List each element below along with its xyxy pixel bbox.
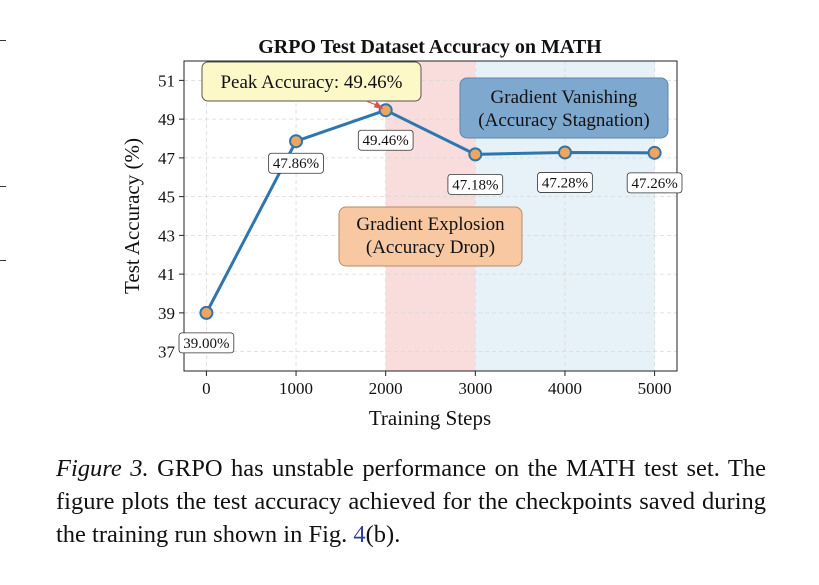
data-value-label-text: 47.28%	[542, 175, 588, 191]
caption-label: Figure 3.	[56, 455, 149, 482]
data-value-label-text: 47.18%	[452, 177, 498, 193]
x-tick-label: 1000	[279, 379, 313, 398]
y-axis-label: Test Accuracy (%)	[120, 138, 144, 294]
gradient-vanishing-box	[459, 77, 669, 139]
gradient-explosion-annotation: Gradient Explosion(Accuracy Drop)	[338, 206, 523, 267]
data-value-label-box	[537, 172, 593, 193]
data-value-label: 47.18%	[447, 173, 504, 195]
data-value-label: 47.26%	[626, 172, 683, 194]
data-point-marker	[378, 103, 393, 118]
chart-title: GRPO Test Dataset Accuracy on MATH	[258, 36, 602, 58]
x-tick-label: 4000	[548, 379, 582, 398]
gradient-explosion-text: Gradient Explosion	[356, 214, 505, 235]
figure-reference-link[interactable]: 4	[353, 521, 366, 548]
y-tick-label: 37	[158, 343, 176, 362]
x-axis-label: Training Steps	[369, 406, 491, 430]
data-value-label: 39.00%	[178, 332, 235, 354]
y-tick-label: 41	[158, 265, 175, 284]
data-point-marker	[557, 145, 572, 160]
peak-annotation-arrowhead	[373, 101, 384, 110]
margin-mark	[0, 260, 6, 261]
data-value-label-box	[268, 152, 324, 174]
y-tick-label: 39	[158, 304, 175, 323]
gradient-vanishing-annotation: Gradient Vanishing(Accuracy Stagnation)	[459, 77, 669, 139]
data-value-label-box	[447, 173, 504, 195]
data-value-label-box	[626, 172, 683, 194]
y-tick-label: 47	[158, 149, 176, 168]
data-value-label: 49.46%	[357, 129, 414, 151]
y-tick-label: 45	[158, 188, 175, 207]
peak-annotation-box	[201, 61, 422, 102]
caption-text: GRPO has unstable performance on the MAT…	[56, 455, 766, 548]
x-tick-label: 5000	[638, 379, 672, 398]
data-value-label-box	[357, 129, 414, 151]
margin-mark	[0, 40, 6, 41]
peak-accuracy-annotation: Peak Accuracy: 49.46%	[201, 61, 422, 110]
data-value-label-text: 39.00%	[183, 336, 229, 352]
plot-frame	[183, 60, 678, 372]
margin-mark	[0, 186, 6, 187]
x-tick-label: 3000	[458, 379, 492, 398]
gradient-explosion-text: (Accuracy Drop)	[366, 237, 495, 258]
data-point-marker	[289, 134, 304, 149]
data-value-label-text: 49.46%	[363, 133, 409, 149]
data-value-label: 47.28%	[537, 172, 593, 193]
x-tick-label: 0	[202, 379, 211, 398]
gradient-vanishing-text: (Accuracy Stagnation)	[478, 110, 649, 131]
y-tick-label: 49	[158, 110, 175, 129]
gradient-explosion-box	[338, 206, 523, 267]
peak-annotation-text: Peak Accuracy: 49.46%	[220, 72, 402, 93]
data-value-label-box	[178, 332, 235, 354]
data-value-label: 47.86%	[268, 152, 324, 174]
data-value-label-text: 47.26%	[631, 176, 677, 192]
data-point-marker	[468, 147, 483, 162]
figure-caption: Figure 3. GRPO has unstable performance …	[56, 452, 766, 551]
data-value-label-text: 47.86%	[273, 156, 319, 172]
data-point-marker	[647, 145, 662, 160]
caption-text-end: (b).	[365, 521, 401, 548]
data-point-marker	[199, 305, 214, 320]
y-tick-label: 43	[158, 226, 175, 245]
gradient-vanishing-text: Gradient Vanishing	[491, 87, 638, 108]
y-tick-label: 51	[158, 71, 175, 90]
accuracy-line-chart: 37 39 41 43 45 47 49 51 0 1000 2000 3000 4000 5000 39…	[120, 36, 683, 430]
x-tick-label: 2000	[369, 379, 403, 398]
